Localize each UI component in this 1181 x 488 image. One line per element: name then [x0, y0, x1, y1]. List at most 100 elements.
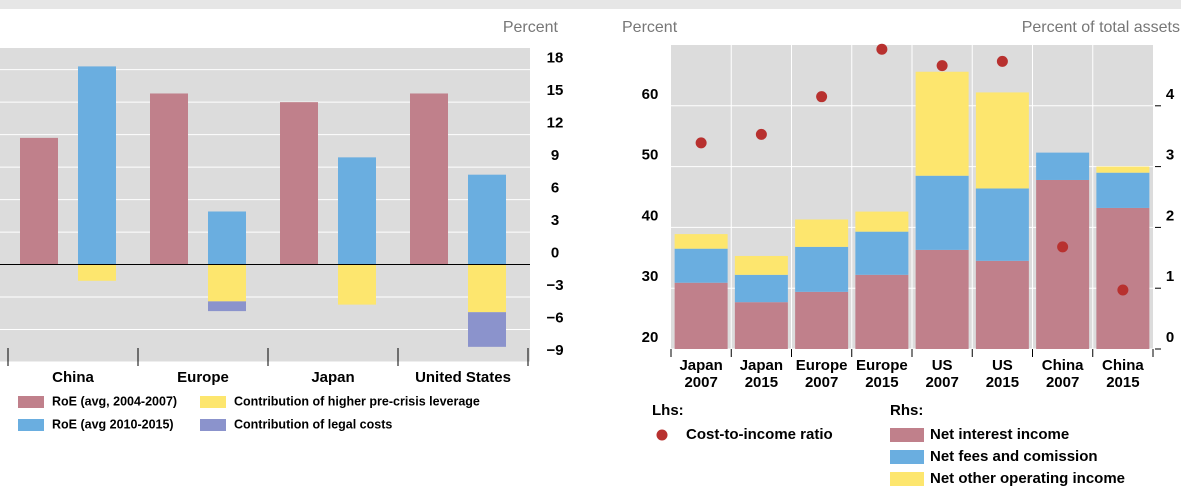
- x-tick-label: Europe: [856, 357, 908, 374]
- legend-label: Cost-to-income ratio: [686, 426, 833, 443]
- legend-swatch: [18, 396, 44, 408]
- bar-segment: [734, 274, 788, 303]
- axis2-label: Percent of total assets: [1022, 19, 1180, 36]
- bar-segment: [1096, 207, 1150, 349]
- y-tick-label: −9: [546, 342, 563, 359]
- bar-segment: [795, 291, 849, 349]
- x-tick-label: China: [1042, 357, 1084, 374]
- bar-segment: [734, 255, 788, 275]
- x-tick-label: China: [1102, 357, 1144, 374]
- x-tick-label: 2007: [684, 374, 717, 391]
- x-tick-label: US: [932, 357, 953, 374]
- bar: [468, 264, 506, 313]
- legend-swatch: [890, 428, 924, 442]
- legend-label: Net other operating income: [930, 470, 1125, 487]
- x-tick-label: 2015: [986, 374, 1019, 391]
- y-tick-label: 12: [547, 115, 564, 132]
- x-tick-label: 2015: [1106, 374, 1139, 391]
- bar-segment: [674, 282, 728, 349]
- y-tick-label: 20: [642, 329, 659, 346]
- bar: [468, 174, 506, 265]
- dot: [936, 60, 948, 72]
- bar: [150, 93, 188, 265]
- x-tick-label: Japan: [740, 357, 783, 374]
- x-tick-label: 2007: [925, 374, 958, 391]
- x-tick-label: 2007: [1046, 374, 1079, 391]
- bar-segment: [1036, 179, 1090, 349]
- y-tick-label: 18: [547, 50, 564, 67]
- dot: [876, 43, 888, 55]
- y-tick-label: −6: [546, 309, 563, 326]
- bar: [208, 211, 246, 265]
- bar-segment: [915, 71, 969, 176]
- x-tick-label: Europe: [796, 357, 848, 374]
- dot: [996, 55, 1008, 67]
- dot: [1117, 284, 1129, 296]
- y2-tick-label: 0: [1166, 329, 1174, 346]
- bar: [20, 137, 58, 265]
- bar-segment: [855, 231, 909, 275]
- bar-segment: [915, 249, 969, 349]
- legend-dot: [656, 429, 668, 441]
- bar-segment: [674, 248, 728, 283]
- bar-segment: [1036, 152, 1090, 180]
- y2-tick-label: 1: [1166, 268, 1174, 285]
- bar-segment: [1096, 166, 1150, 173]
- bar: [338, 157, 376, 265]
- bar: [78, 264, 116, 281]
- bar: [280, 102, 318, 265]
- legend-label: RoE (avg 2010-2015): [52, 417, 174, 431]
- y2-tick-label: 2: [1166, 207, 1174, 224]
- x-tick-label: 2015: [745, 374, 778, 391]
- y2-tick-label: 3: [1166, 147, 1174, 164]
- bar: [208, 301, 246, 312]
- x-tick-label: 2015: [865, 374, 898, 391]
- y-tick-label: 0: [551, 245, 559, 262]
- legend-swatch: [890, 472, 924, 486]
- top-band: [0, 0, 1181, 9]
- legend-heading: Rhs:: [890, 402, 923, 419]
- y2-tick-label: 4: [1166, 86, 1175, 103]
- legend-heading: Lhs:: [652, 402, 684, 419]
- bar-segment: [795, 219, 849, 247]
- y-tick-label: 9: [551, 147, 559, 164]
- legend-label: Contribution of higher pre-crisis levera…: [234, 394, 480, 408]
- y-tick-label: 60: [642, 86, 659, 103]
- bar-segment: [975, 188, 1029, 261]
- bar: [338, 264, 376, 305]
- bar-segment: [734, 302, 788, 349]
- y-tick-label: 3: [551, 212, 559, 229]
- legend-swatch: [18, 419, 44, 431]
- bar-segment: [855, 274, 909, 349]
- y-tick-label: −3: [546, 277, 563, 294]
- y-tick-label: 50: [642, 147, 659, 164]
- bar-segment: [855, 211, 909, 232]
- dot: [816, 91, 828, 103]
- axis-label: Percent: [503, 19, 559, 36]
- x-tick-label: Japan: [311, 369, 354, 386]
- bar: [410, 93, 448, 265]
- x-tick-label: US: [992, 357, 1013, 374]
- bar: [78, 66, 116, 265]
- dot: [695, 137, 707, 149]
- dot: [755, 128, 767, 140]
- axis-label: Percent: [622, 19, 678, 36]
- bar-segment: [975, 260, 1029, 349]
- x-tick-label: Japan: [679, 357, 722, 374]
- y-tick-label: 15: [547, 82, 564, 99]
- legend-swatch: [890, 450, 924, 464]
- bar: [208, 264, 246, 302]
- y-tick-label: 30: [642, 268, 659, 285]
- y-tick-label: 40: [642, 207, 659, 224]
- x-tick-label: United States: [415, 369, 511, 386]
- bar-segment: [915, 175, 969, 250]
- legend-label: Contribution of legal costs: [234, 417, 392, 431]
- dot: [1057, 241, 1069, 253]
- bar-segment: [674, 234, 728, 249]
- bar-segment: [975, 92, 1029, 189]
- x-tick-label: Europe: [177, 369, 229, 386]
- legend-label: RoE (avg, 2004-2007): [52, 394, 177, 408]
- x-tick-label: 2007: [805, 374, 838, 391]
- bar-segment: [1096, 172, 1150, 208]
